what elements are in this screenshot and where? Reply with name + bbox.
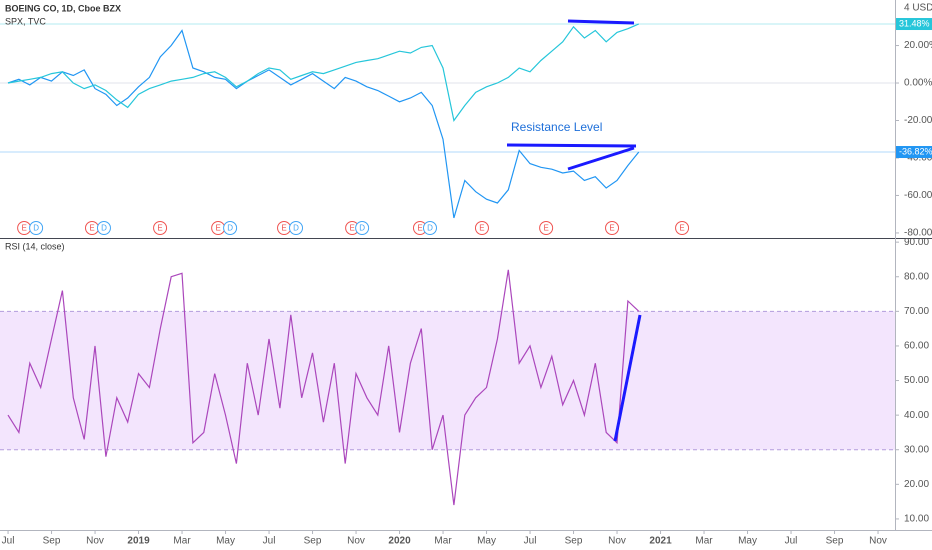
- plot-layer: 20.00% 0.00% -20.00% -40.00% -60.00% -80.00% -…: [0, 18, 932, 547]
- x-tick-label: Nov: [347, 536, 365, 547]
- trend-line: [613, 314, 642, 442]
- event-marker: [605, 221, 620, 235]
- y-tick-label: -20.00%: [904, 115, 932, 126]
- y-tick-label: -60.00%: [904, 190, 932, 201]
- last-value-label: -36.82%: [899, 146, 932, 156]
- y-tick-label: 70.00: [904, 306, 929, 317]
- x-tick-label: Mar: [695, 536, 713, 547]
- last-value-box: [896, 18, 932, 31]
- y-tick-label: 50.00: [904, 375, 929, 386]
- event-label: E: [21, 224, 26, 233]
- event-marker: [675, 221, 690, 235]
- event-label: E: [417, 224, 422, 233]
- pane-title: RSI (14, close): [5, 241, 65, 251]
- event-label: D: [293, 224, 299, 233]
- x-tick-label: Nov: [86, 536, 104, 547]
- trend-line: [567, 146, 635, 171]
- trend-line: [506, 143, 637, 148]
- legend-compare: SPX, TVC: [5, 16, 46, 26]
- y-tick-label: 40.00: [904, 410, 929, 421]
- x-tick-label: May: [738, 536, 757, 547]
- event-label: E: [679, 224, 684, 233]
- y-tick-label: 20.00: [904, 479, 929, 490]
- x-tick-label: May: [216, 536, 235, 547]
- event-marker: [422, 221, 437, 235]
- event-marker: [153, 221, 168, 235]
- event-label: D: [101, 224, 107, 233]
- event-marker: [289, 221, 304, 235]
- y-tick-label: -80.00%: [904, 228, 932, 239]
- event-label: E: [281, 224, 286, 233]
- x-tick-label: Nov: [608, 536, 626, 547]
- event-marker: [223, 221, 238, 235]
- x-tick-label: 2021: [649, 536, 672, 547]
- y-tick-label: 0.00%: [904, 78, 932, 89]
- x-tick-label: Sep: [304, 536, 322, 547]
- annotation: Resistance Level: [511, 120, 602, 134]
- scale-label: 4 USD: [904, 3, 932, 14]
- x-tick-label: May: [477, 536, 496, 547]
- event-marker: [355, 221, 370, 235]
- y-tick-label: 30.00: [904, 444, 929, 455]
- x-tick-label: Jul: [263, 536, 276, 547]
- event-label: E: [157, 224, 162, 233]
- event-label: E: [479, 224, 484, 233]
- event-label: D: [359, 224, 365, 233]
- event-label: E: [609, 224, 614, 233]
- event-label: E: [543, 224, 548, 233]
- x-tick-label: Jul: [785, 536, 798, 547]
- x-tick-label: Jul: [524, 536, 537, 547]
- x-tick-label: Jul: [2, 536, 15, 547]
- x-tick-label: Sep: [43, 536, 61, 547]
- event-label: E: [215, 224, 220, 233]
- y-tick-label: 80.00: [904, 271, 929, 282]
- x-tick-label: 2020: [388, 536, 411, 547]
- legend-main: BOEING CO, 1D, Cboe BZX: [5, 3, 121, 13]
- x-tick-label: 2019: [127, 536, 150, 547]
- series-line: [7, 29, 640, 219]
- trend-line: [567, 19, 635, 25]
- rsi-band: [0, 311, 895, 450]
- x-tick-label: Mar: [173, 536, 191, 547]
- series-line: [7, 269, 640, 506]
- y-tick-label: -40.00%: [904, 153, 932, 164]
- x-tick-label: Sep: [565, 536, 583, 547]
- event-marker: [474, 221, 489, 235]
- event-marker: [96, 221, 111, 235]
- y-tick-label: 10.00: [904, 514, 929, 525]
- event-label: E: [349, 224, 354, 233]
- event-label: D: [33, 224, 39, 233]
- x-tick-label: Mar: [434, 536, 452, 547]
- last-value-box: [896, 146, 932, 159]
- y-tick-label: 90.00: [904, 237, 929, 248]
- y-tick-label: 20.00%: [904, 40, 932, 51]
- event-marker: [539, 221, 554, 235]
- event-label: D: [227, 224, 233, 233]
- x-tick-label: Nov: [869, 536, 887, 547]
- event-marker: [29, 221, 44, 235]
- x-tick-label: Sep: [826, 536, 844, 547]
- y-tick-label: 60.00: [904, 341, 929, 352]
- last-value-label: 31.48%: [899, 18, 930, 28]
- event-label: D: [427, 224, 433, 233]
- series-line: [7, 23, 640, 122]
- event-label: E: [89, 224, 94, 233]
